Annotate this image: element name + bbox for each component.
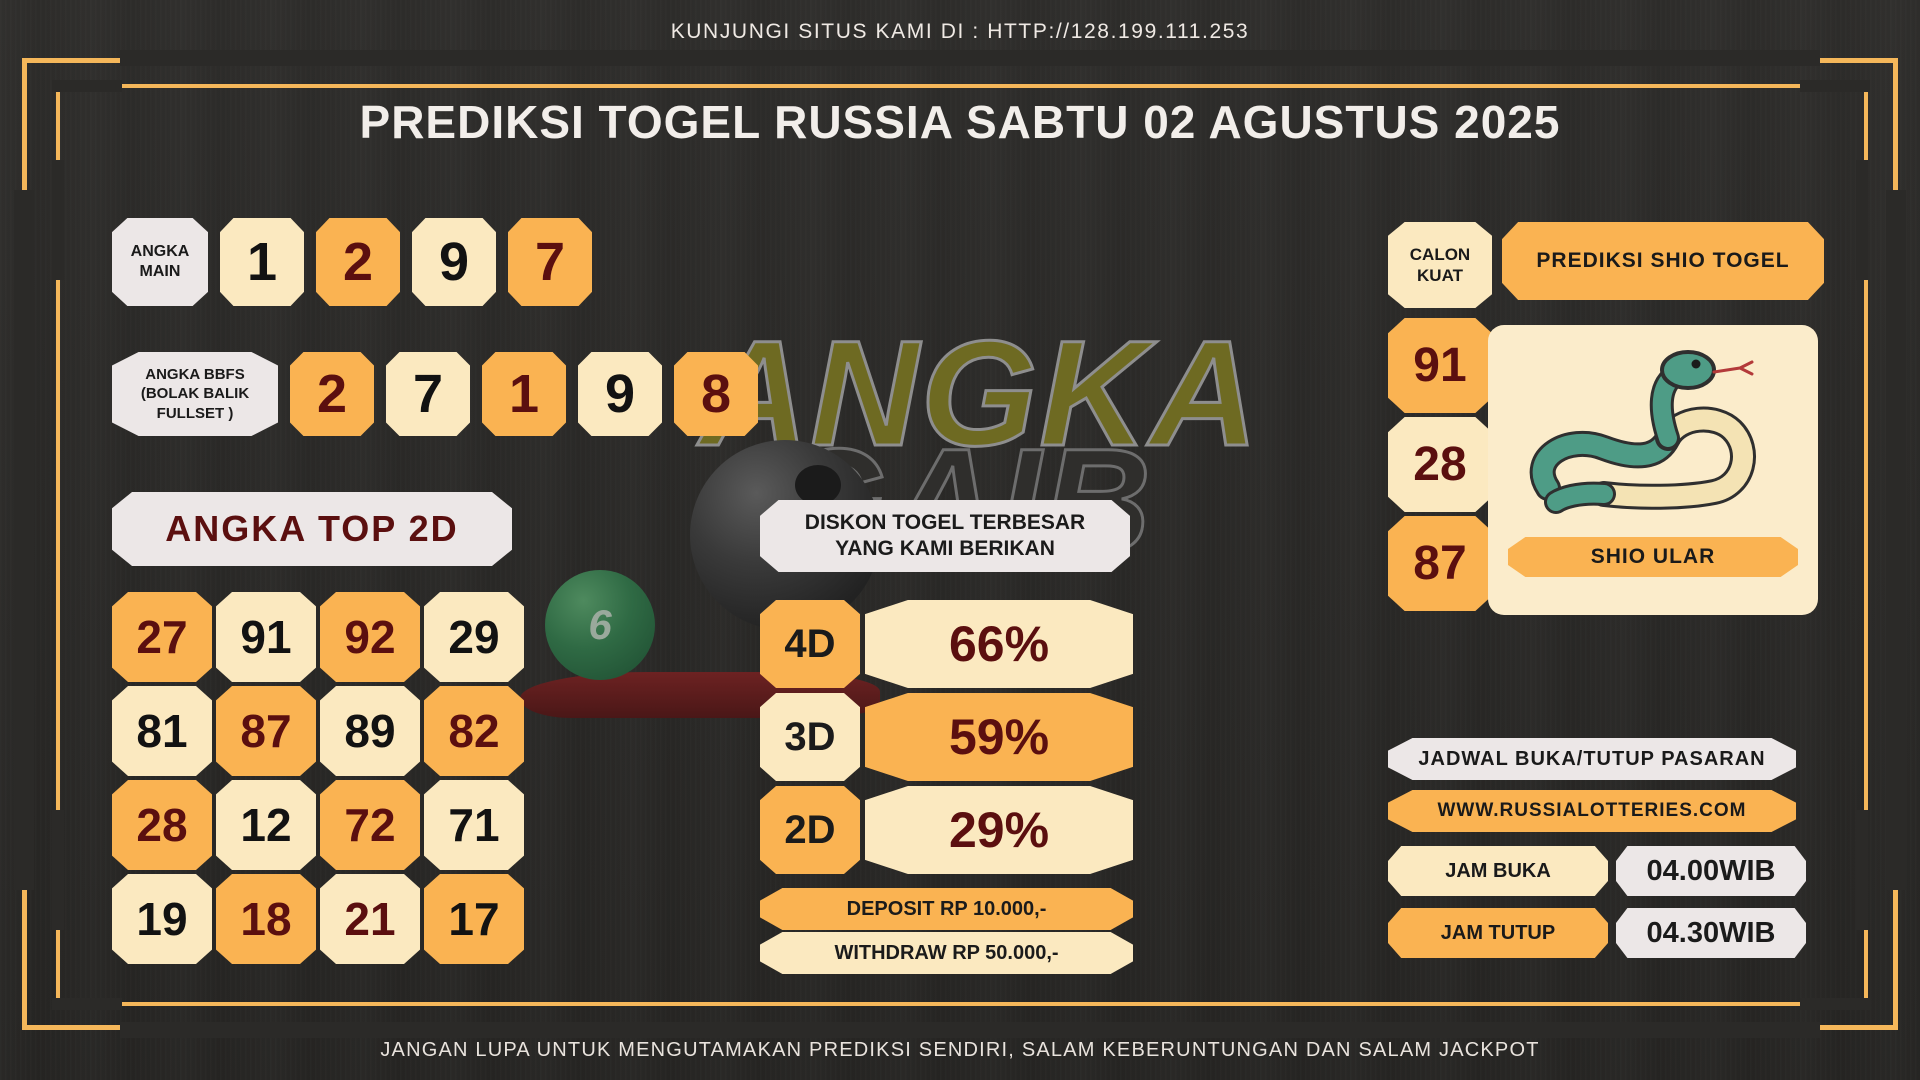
angka-main-digit: 2 <box>316 218 400 306</box>
angka-bbfs-digit: 1 <box>482 352 566 436</box>
angka-top-2d-title: ANGKA TOP 2D <box>112 492 512 566</box>
top2d-cell: 29 <box>424 592 524 682</box>
diskon-title-line2: YANG KAMI BERIKAN <box>835 537 1055 560</box>
angka-main-digit: 1 <box>220 218 304 306</box>
diskon-title-line1: DISKON TOGEL TERBESAR <box>804 510 1086 534</box>
site-url-text: KUNJUNGI SITUS KAMI DI : HTTP://128.199.… <box>670 20 1250 43</box>
deposit-bar: DEPOSIT RP 10.000,- <box>760 888 1133 930</box>
calon-kuat-number: 28 <box>1388 417 1492 512</box>
green-lottery-ball-decor: 6 <box>545 570 655 680</box>
angka-main-row: ANGKA MAIN 1 2 9 7 <box>112 218 592 306</box>
jam-tutup-row: JAM TUTUP 04.30WIB <box>1388 908 1806 958</box>
jam-tutup-label: JAM TUTUP <box>1388 908 1608 958</box>
angka-bbfs-row: ANGKA BBFS (BOLAK BALIK FULLSET ) 2 7 1 … <box>112 352 758 436</box>
top2d-cell: 92 <box>320 592 420 682</box>
diskon-title: DISKON TOGEL TERBESAR YANG KAMI BERIKAN <box>760 500 1130 572</box>
footer-note: JANGAN LUPA UNTUK MENGUTAMAKAN PREDIKSI … <box>380 1039 1540 1061</box>
diskon-key: 4D <box>760 600 860 688</box>
top2d-cell: 27 <box>112 592 212 682</box>
ball-number: 6 <box>588 601 612 648</box>
top2d-cell: 87 <box>216 686 316 776</box>
angka-main-label-line1: ANGKA <box>130 243 190 260</box>
calon-kuat-number: 87 <box>1388 516 1492 611</box>
angka-bbfs-digit: 2 <box>290 352 374 436</box>
top2d-cell: 21 <box>320 874 420 964</box>
page-title: PREDIKSI TOGEL RUSSIA SABTU 02 AGUSTUS 2… <box>359 96 1561 148</box>
angka-bbfs-label-line1: ANGKA BBFS <box>145 365 245 383</box>
top2d-cell: 72 <box>320 780 420 870</box>
diskon-rows: 4D 66% 3D 59% 2D 29% <box>760 600 1133 879</box>
angka-bbfs-digit: 7 <box>386 352 470 436</box>
angka-main-digit: 9 <box>412 218 496 306</box>
top2d-cell: 82 <box>424 686 524 776</box>
angka-bbfs-digit: 8 <box>674 352 758 436</box>
calon-kuat-numbers: 91 28 87 <box>1388 318 1492 615</box>
diskon-row: 3D 59% <box>760 693 1133 781</box>
diskon-value: 29% <box>865 786 1133 874</box>
angka-bbfs-label: ANGKA BBFS (BOLAK BALIK FULLSET ) <box>112 352 278 436</box>
top2d-cell: 89 <box>320 686 420 776</box>
jam-buka-label: JAM BUKA <box>1388 846 1608 896</box>
snake-icon <box>1503 335 1803 531</box>
calon-kuat-label: CALON KUAT <box>1388 222 1492 308</box>
top2d-cell: 28 <box>112 780 212 870</box>
angka-bbfs-label-line2: (BOLAK BALIK <box>140 385 250 403</box>
angka-bbfs-digit: 9 <box>578 352 662 436</box>
diskon-key: 2D <box>760 786 860 874</box>
calon-kuat-label-line2: KUAT <box>1417 266 1463 285</box>
top2d-cell: 81 <box>112 686 212 776</box>
diskon-row: 2D 29% <box>760 786 1133 874</box>
withdraw-bar: WITHDRAW RP 50.000,- <box>760 932 1133 974</box>
jam-buka-row: JAM BUKA 04.00WIB <box>1388 846 1806 896</box>
jam-buka-value: 04.00WIB <box>1616 846 1806 896</box>
diskon-value: 59% <box>865 693 1133 781</box>
calon-kuat-number: 91 <box>1388 318 1492 413</box>
angka-main-label-line2: MAIN <box>139 263 181 280</box>
angka-top-2d-grid: 27 91 92 29 81 87 89 82 28 12 72 71 19 1… <box>112 592 524 964</box>
shio-card: SHIO ULAR <box>1488 325 1818 615</box>
shio-header: PREDIKSI SHIO TOGEL <box>1502 222 1824 300</box>
top2d-cell: 71 <box>424 780 524 870</box>
website-label: WWW.RUSSIALOTTERIES.COM <box>1388 790 1796 832</box>
angka-main-label: ANGKA MAIN <box>112 218 208 306</box>
diskon-row: 4D 66% <box>760 600 1133 688</box>
jadwal-title: JADWAL BUKA/TUTUP PASARAN <box>1388 738 1796 780</box>
calon-kuat-label-line1: CALON <box>1409 244 1471 264</box>
top2d-cell: 17 <box>424 874 524 964</box>
angka-bbfs-label-line3: FULLSET ) <box>156 404 234 422</box>
jam-tutup-value: 04.30WIB <box>1616 908 1806 958</box>
diskon-value: 66% <box>865 600 1133 688</box>
top2d-cell: 91 <box>216 592 316 682</box>
top2d-cell: 19 <box>112 874 212 964</box>
shio-name: SHIO ULAR <box>1508 537 1798 577</box>
top2d-cell: 18 <box>216 874 316 964</box>
top2d-cell: 12 <box>216 780 316 870</box>
angka-main-digit: 7 <box>508 218 592 306</box>
diskon-key: 3D <box>760 693 860 781</box>
